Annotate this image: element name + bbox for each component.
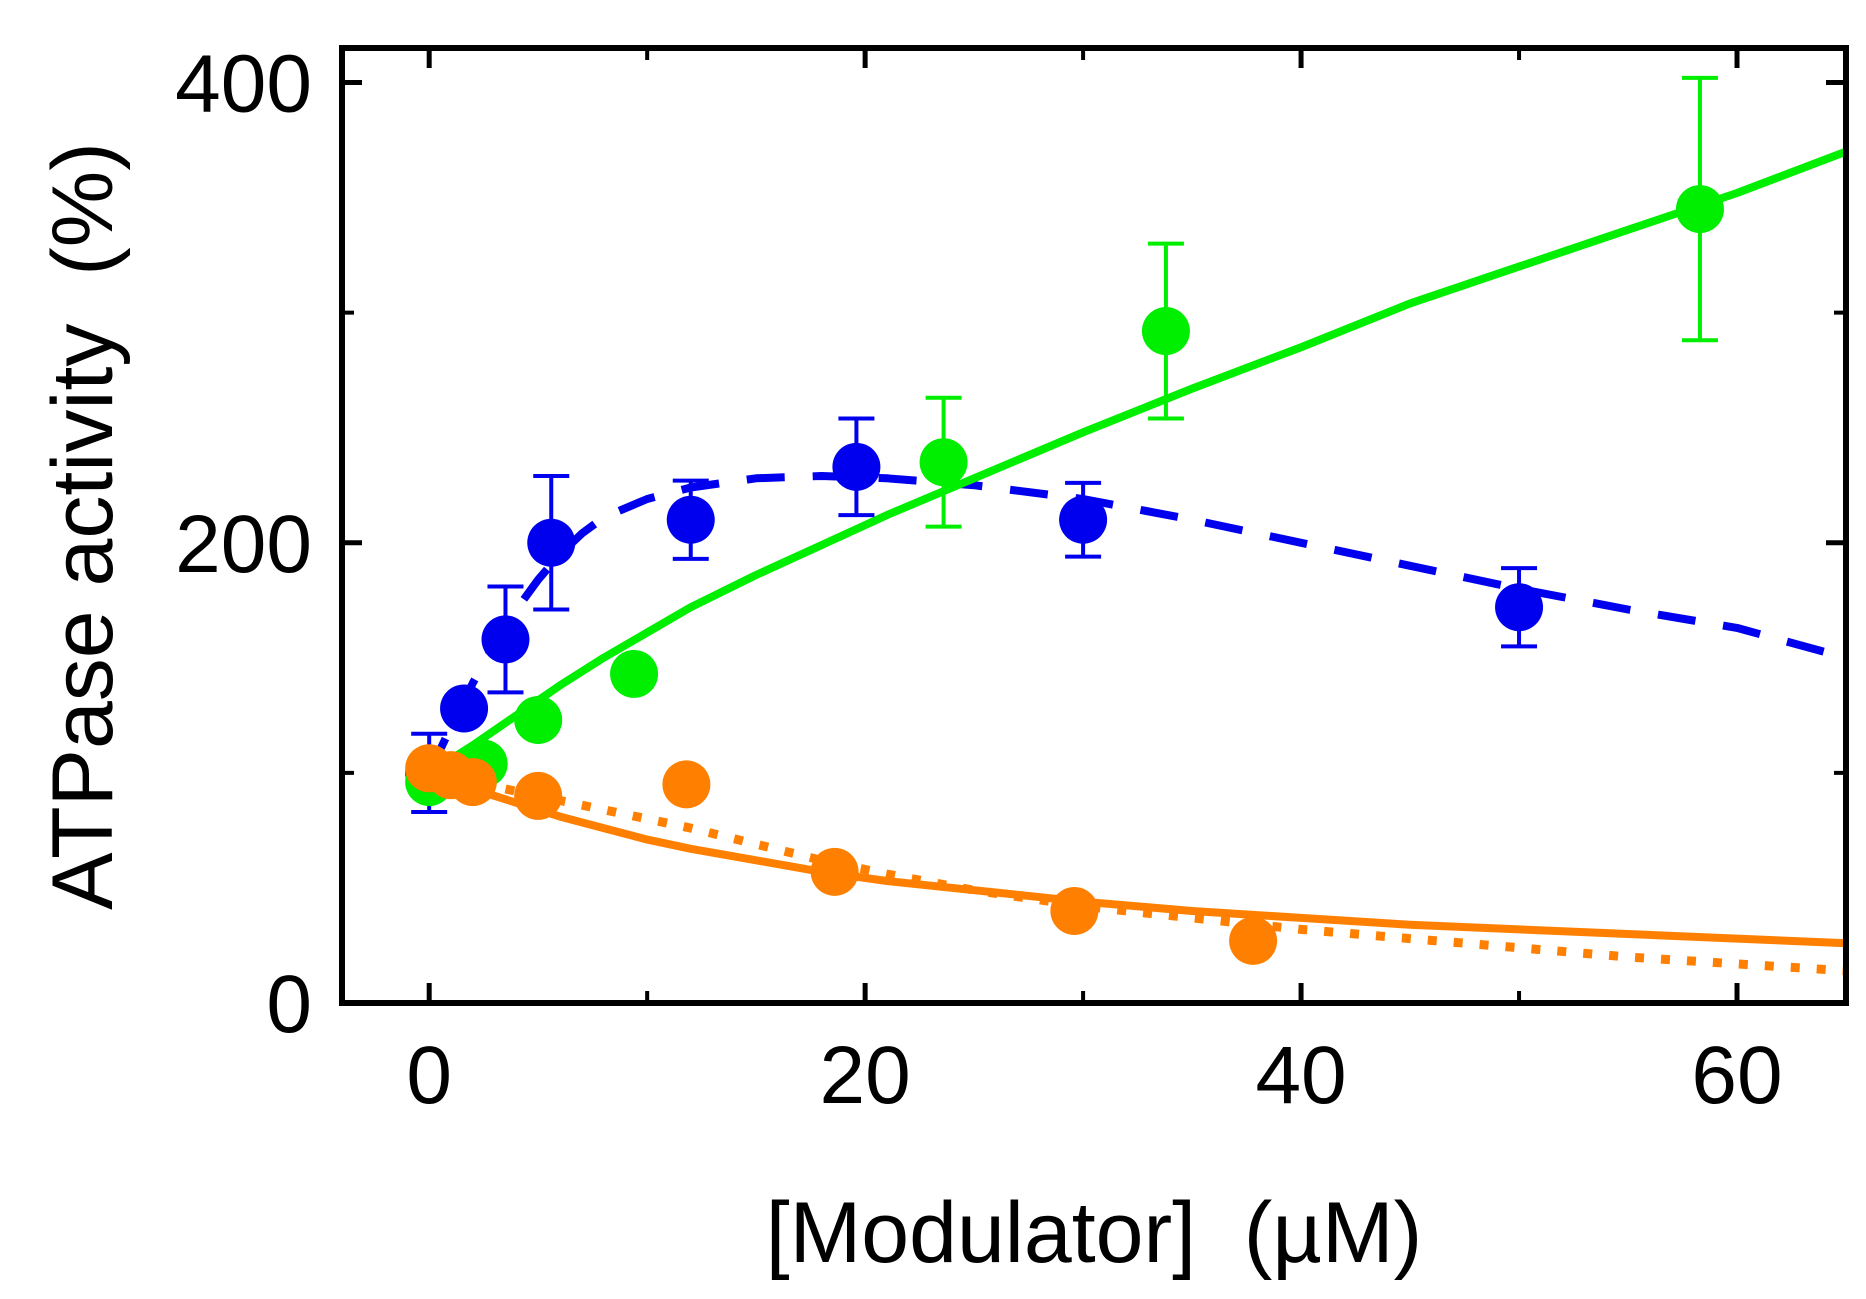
- data-point-blue-5: [832, 442, 881, 491]
- fit-curves: [425, 147, 1848, 976]
- fit-line-green: [427, 147, 1848, 777]
- data-point-blue-1: [440, 684, 489, 733]
- data-point-green-4: [919, 438, 968, 487]
- fit-line-blue: [425, 472, 1848, 775]
- data-point-green-2: [514, 695, 563, 744]
- fit-line-orange: [427, 769, 1847, 948]
- data-point-orange-4: [662, 760, 711, 809]
- y-tick-labels: 0 200 400: [175, 39, 312, 1050]
- data-point-green-5: [1141, 307, 1190, 356]
- axis-ticks: [342, 48, 1846, 1006]
- y-tick-label: 0: [266, 959, 312, 1050]
- data-point-orange-5: [810, 847, 859, 896]
- data-markers: [405, 75, 1724, 965]
- x-tick-labels: 0 20 40 60: [406, 1030, 1782, 1121]
- fit-line-orange-alt: [428, 768, 1847, 976]
- x-tick-label: 0: [406, 1030, 452, 1121]
- data-point-green-3: [610, 649, 659, 698]
- data-point-blue-2: [481, 615, 530, 664]
- plot-frame: [339, 45, 1849, 1006]
- data-point-orange-6: [1050, 886, 1099, 935]
- x-tick-label: 20: [820, 1030, 911, 1121]
- data-point-blue-7: [1495, 583, 1544, 632]
- x-tick-label: 60: [1691, 1030, 1782, 1121]
- data-point-blue-3: [527, 518, 576, 567]
- x-axis-title: [Modulator] (µM): [766, 1185, 1422, 1281]
- data-point-blue-4: [666, 495, 715, 544]
- x-tick-label: 40: [1255, 1030, 1346, 1121]
- data-point-blue-6: [1059, 495, 1108, 544]
- data-point-orange-2: [448, 758, 497, 807]
- data-point-green-6: [1675, 185, 1724, 234]
- data-point-orange-3: [514, 771, 563, 820]
- y-tick-label: 400: [175, 39, 312, 130]
- data-point-orange-7: [1229, 916, 1278, 965]
- y-axis-title: ATPase activity (%): [35, 142, 131, 910]
- y-tick-label: 200: [175, 499, 312, 590]
